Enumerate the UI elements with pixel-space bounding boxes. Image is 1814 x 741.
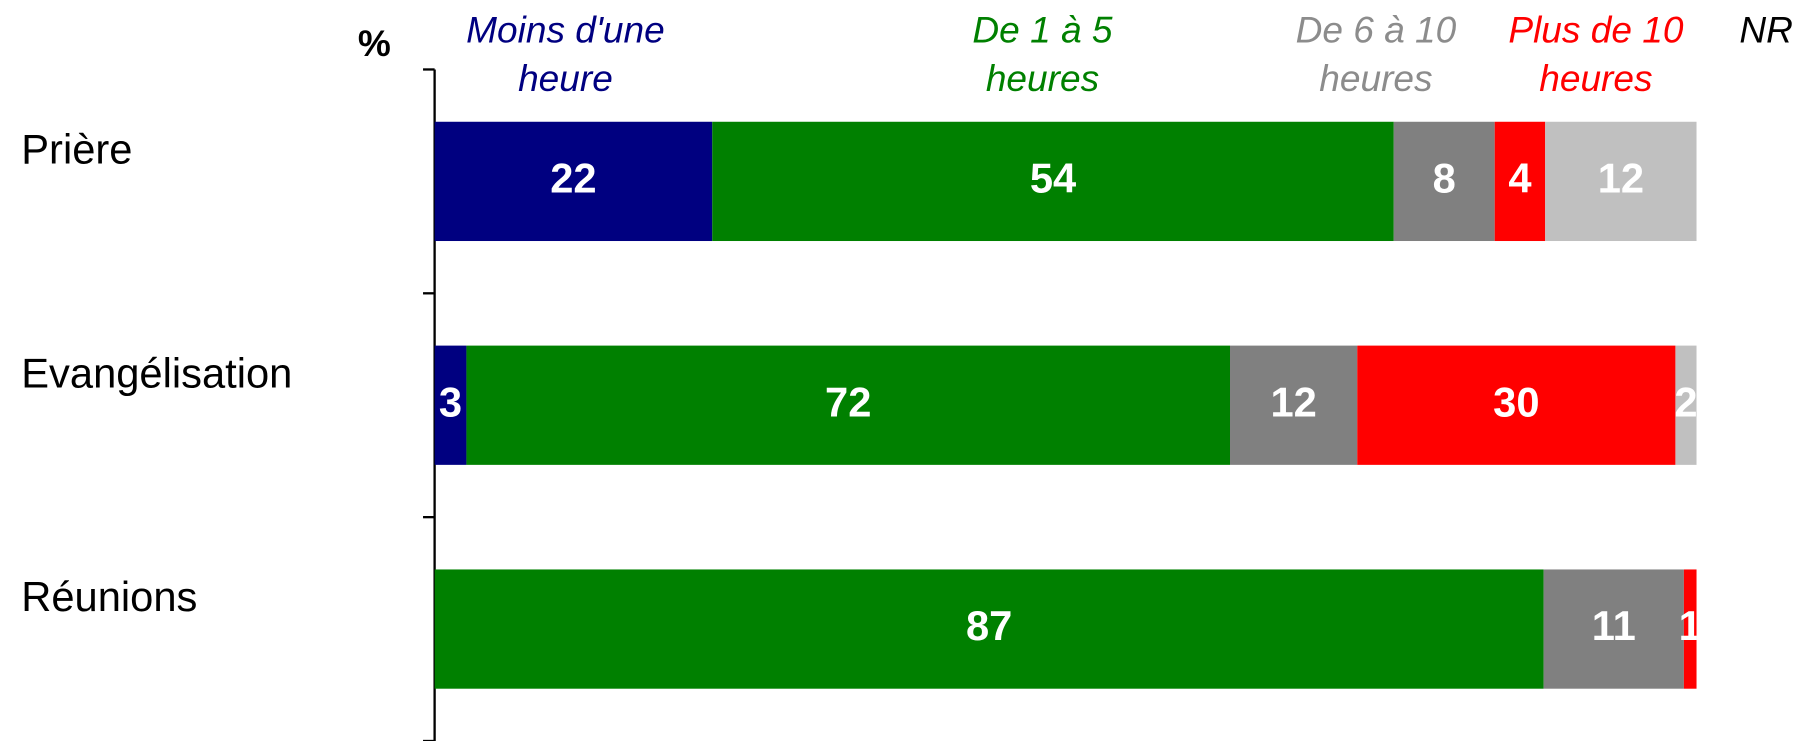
plot-area: 22 54 8 4 123 72 12 30 287 11 1	[434, 121, 1702, 689]
legend-label: NR	[1739, 8, 1793, 50]
bar-segment	[1230, 345, 1358, 465]
category-label: Réunions	[21, 573, 197, 620]
bar-segment	[712, 121, 1394, 242]
bar-segment	[1683, 569, 1697, 689]
value-label: 12	[1270, 378, 1316, 425]
value-label: 22	[550, 154, 596, 201]
bar-segment	[1494, 121, 1546, 242]
bar-segment	[1543, 569, 1684, 689]
value-label: 2	[1674, 378, 1697, 425]
value-label: 87	[966, 602, 1012, 649]
bar-segment	[434, 121, 713, 242]
value-label: 1	[1679, 602, 1702, 649]
value-label: 12	[1598, 154, 1644, 201]
legend-label: De 6 à 10 heures	[1296, 8, 1457, 99]
legend-label: De 1 à 5 heures	[972, 8, 1112, 99]
legend-label: Moins d'une heure	[466, 8, 665, 99]
bar-segment	[466, 345, 1231, 465]
bar-segment	[434, 345, 467, 465]
value-label: 4	[1508, 154, 1531, 201]
bar-segment	[1675, 345, 1697, 465]
value-label: 11	[1592, 602, 1636, 649]
legend-label: Plus de 10 heures	[1508, 8, 1683, 99]
category-label: Prière	[21, 125, 132, 172]
axis-unit: %	[358, 22, 391, 64]
bar-segment	[1357, 345, 1676, 465]
value-label: 54	[1030, 154, 1076, 201]
value-label: 8	[1433, 154, 1456, 201]
value-label: 30	[1493, 378, 1539, 425]
value-label: 3	[439, 378, 462, 425]
bar-segment	[1393, 121, 1495, 242]
bar-segment	[1545, 121, 1697, 242]
bar-segment	[434, 569, 1544, 689]
category-label: Evangélisation	[21, 349, 292, 396]
value-label: 72	[825, 378, 871, 425]
